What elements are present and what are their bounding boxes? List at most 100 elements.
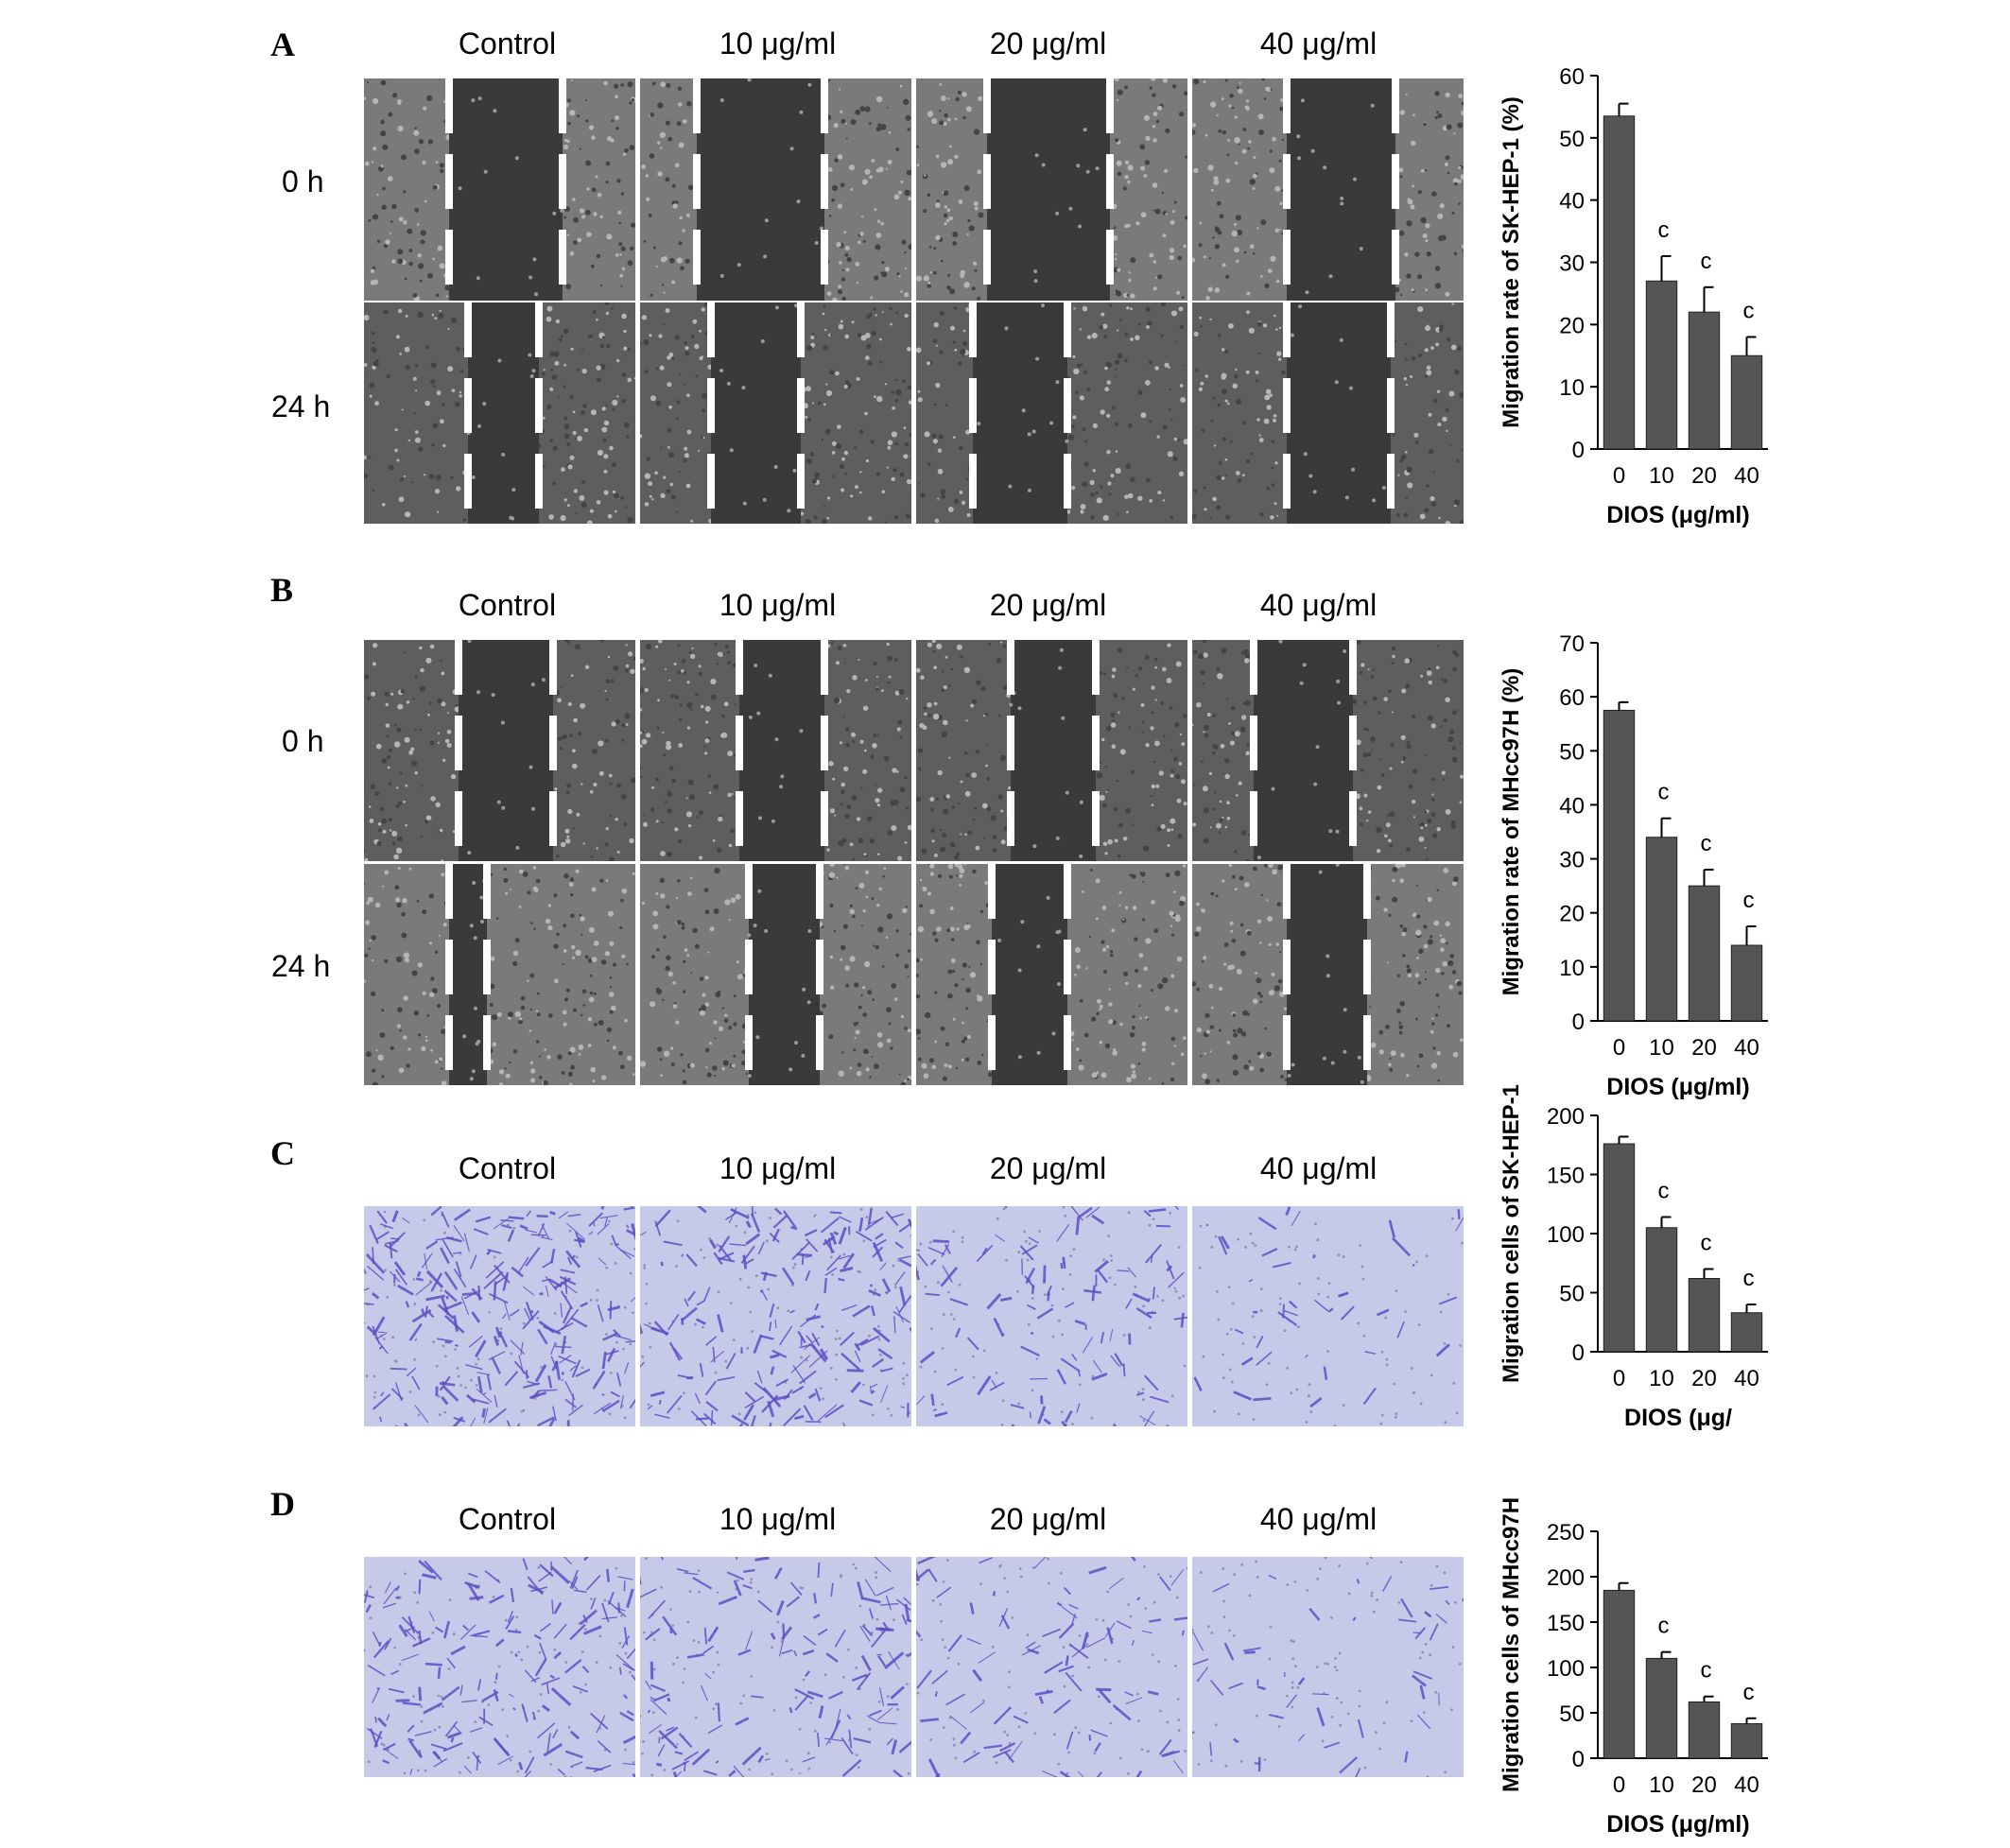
column-label: 20 μg/ml	[912, 1502, 1184, 1537]
scratch-micrograph	[640, 302, 911, 524]
y-tick-label: 30	[1559, 848, 1585, 873]
column-label: 20 μg/ml	[912, 1151, 1184, 1186]
significance-label: c	[1743, 888, 1755, 913]
significance-label: c	[1658, 1179, 1670, 1204]
y-tick-label: 30	[1559, 251, 1585, 277]
x-tick-label: 10	[1649, 1035, 1674, 1061]
x-axis-label: DIOS (μg/	[1624, 1405, 1732, 1431]
bar	[1603, 710, 1634, 1021]
x-tick-label: 40	[1734, 1772, 1759, 1798]
y-axis-label: Migration cells of SK-HEP-1	[1499, 1084, 1524, 1383]
row-label: 0 h	[282, 724, 323, 759]
y-tick-label: 50	[1559, 1282, 1585, 1307]
bar	[1731, 1313, 1761, 1352]
column-label: Control	[372, 26, 643, 61]
bar	[1646, 838, 1676, 1021]
bar	[1646, 1658, 1676, 1758]
y-tick-label: 150	[1547, 1164, 1585, 1189]
y-tick-label: 60	[1559, 64, 1585, 90]
bar	[1689, 312, 1719, 449]
bar	[1731, 945, 1761, 1021]
y-tick-label: 10	[1559, 956, 1585, 981]
bar	[1689, 886, 1719, 1021]
x-tick-label: 0	[1613, 463, 1625, 489]
y-tick-label: 60	[1559, 685, 1585, 711]
bar	[1603, 116, 1634, 449]
scratch-micrograph	[364, 78, 635, 301]
column-label: 40 μg/ml	[1183, 26, 1454, 61]
scratch-micrograph	[640, 640, 911, 861]
significance-label: c	[1701, 1231, 1712, 1256]
significance-label: c	[1743, 299, 1755, 324]
y-tick-label: 50	[1559, 127, 1585, 152]
column-label: Control	[372, 588, 643, 623]
significance-label: c	[1658, 1614, 1670, 1639]
bar	[1689, 1701, 1719, 1758]
significance-label: c	[1701, 249, 1712, 274]
y-tick-label: 0	[1572, 1010, 1585, 1035]
scratch-micrograph	[916, 864, 1187, 1085]
y-tick-label: 50	[1559, 1701, 1585, 1727]
scratch-micrograph	[1192, 302, 1464, 524]
scratch-micrograph	[916, 640, 1187, 861]
significance-label: c	[1701, 1658, 1712, 1684]
x-tick-label: 0	[1613, 1035, 1625, 1061]
y-tick-label: 10	[1559, 375, 1585, 401]
transwell-micrograph	[364, 1557, 635, 1777]
y-axis-label: Migration rate of SK-HEP-1 (%)	[1499, 96, 1524, 428]
column-label: 10 μg/ml	[642, 588, 913, 623]
scratch-micrograph	[364, 864, 635, 1085]
scratch-micrograph	[1192, 864, 1464, 1085]
x-tick-label: 40	[1734, 1366, 1759, 1391]
row-label: 0 h	[282, 164, 323, 199]
column-label: 10 μg/ml	[642, 1151, 913, 1186]
x-tick-label: 20	[1691, 1366, 1717, 1391]
x-tick-label: 20	[1691, 463, 1717, 489]
y-tick-label: 200	[1547, 1104, 1585, 1130]
y-tick-label: 200	[1547, 1565, 1585, 1591]
scratch-micrograph	[1192, 78, 1464, 301]
x-tick-label: 40	[1734, 463, 1759, 489]
y-tick-label: 50	[1559, 739, 1585, 765]
transwell-micrograph	[364, 1206, 635, 1426]
panel-letter-a: A	[270, 25, 295, 64]
scratch-micrograph	[640, 78, 911, 301]
x-tick-label: 10	[1649, 1772, 1674, 1798]
bar	[1731, 1724, 1761, 1758]
transwell-micrograph	[640, 1206, 911, 1426]
bar	[1646, 1228, 1676, 1352]
y-tick-label: 150	[1547, 1611, 1585, 1636]
significance-label: c	[1658, 780, 1670, 805]
y-axis-label: Migration rate of MHcc97H (%)	[1499, 668, 1524, 996]
column-label: 20 μg/ml	[912, 588, 1184, 623]
y-tick-label: 0	[1572, 438, 1585, 463]
bar	[1731, 355, 1761, 449]
transwell-micrograph	[640, 1557, 911, 1777]
x-tick-label: 0	[1613, 1772, 1625, 1798]
transwell-micrograph	[1192, 1557, 1464, 1777]
row-label: 24 h	[271, 949, 330, 984]
column-label: 10 μg/ml	[642, 1502, 913, 1537]
y-tick-label: 40	[1559, 189, 1585, 215]
x-tick-label: 10	[1649, 463, 1674, 489]
x-tick-label: 0	[1613, 1366, 1625, 1391]
row-label: 24 h	[271, 389, 330, 424]
significance-label: c	[1701, 831, 1712, 856]
y-tick-label: 0	[1572, 1747, 1585, 1772]
x-tick-label: 20	[1691, 1772, 1717, 1798]
y-tick-label: 70	[1559, 631, 1585, 657]
y-tick-label: 0	[1572, 1340, 1585, 1366]
scratch-micrograph	[640, 864, 911, 1085]
column-label: 40 μg/ml	[1183, 1151, 1454, 1186]
y-tick-label: 20	[1559, 902, 1585, 927]
column-label: Control	[372, 1151, 643, 1186]
column-label: Control	[372, 1502, 643, 1537]
bar	[1603, 1144, 1634, 1352]
scratch-micrograph	[364, 302, 635, 524]
significance-label: c	[1743, 1680, 1755, 1705]
panel-letter-d: D	[270, 1484, 295, 1524]
significance-label: c	[1743, 1266, 1755, 1291]
